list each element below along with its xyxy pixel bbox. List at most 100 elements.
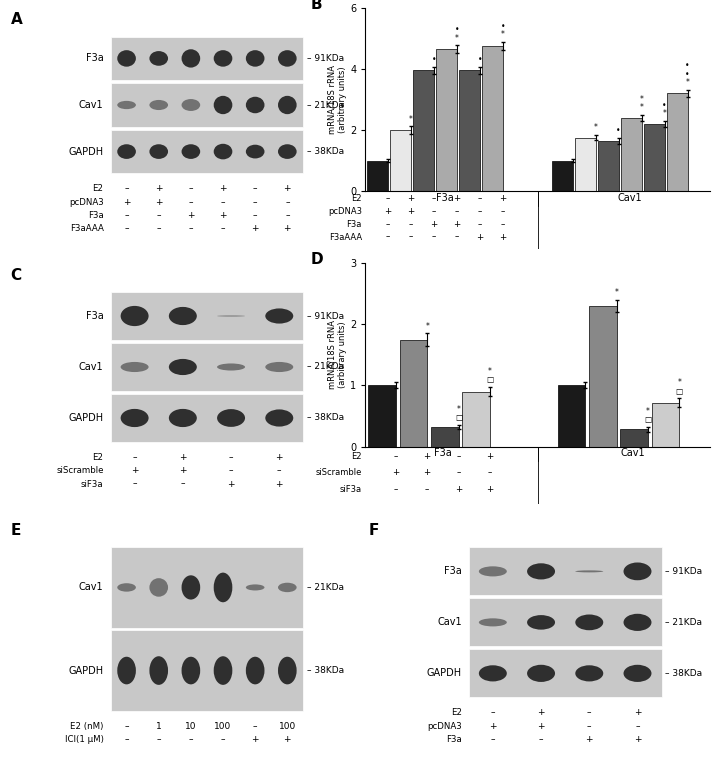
Bar xyxy=(460,71,480,191)
Bar xyxy=(110,630,303,711)
Ellipse shape xyxy=(246,657,265,684)
Text: •: • xyxy=(478,55,482,64)
Text: A: A xyxy=(11,12,22,28)
Text: +: + xyxy=(537,709,545,717)
Text: – 38KDa: – 38KDa xyxy=(307,413,344,423)
Ellipse shape xyxy=(214,96,232,114)
Text: –: – xyxy=(432,194,436,203)
Text: +: + xyxy=(219,184,227,193)
Text: +: + xyxy=(499,194,506,203)
Text: F3a: F3a xyxy=(88,211,104,220)
Text: +: + xyxy=(453,194,460,203)
Text: – 21KDa: – 21KDa xyxy=(307,363,344,371)
Text: +: + xyxy=(586,735,593,744)
Text: F3aAAA: F3aAAA xyxy=(70,224,104,233)
Text: –: – xyxy=(455,232,459,242)
Text: –: – xyxy=(156,211,161,220)
Text: Cav1: Cav1 xyxy=(79,100,104,110)
Text: – 91KDa: – 91KDa xyxy=(665,567,702,576)
Text: *
*: * * xyxy=(640,94,643,112)
Ellipse shape xyxy=(118,657,136,684)
Y-axis label: mRNA/18S rRNA
(arbitrary units): mRNA/18S rRNA (arbitrary units) xyxy=(328,65,347,134)
Text: – 91KDa: – 91KDa xyxy=(307,311,344,321)
Ellipse shape xyxy=(149,657,168,685)
Ellipse shape xyxy=(118,144,136,159)
Bar xyxy=(414,71,434,191)
Ellipse shape xyxy=(118,50,136,67)
Text: GAPDH: GAPDH xyxy=(69,413,104,423)
Ellipse shape xyxy=(168,409,197,427)
Text: siF3a: siF3a xyxy=(81,479,104,489)
Bar xyxy=(552,160,573,191)
Ellipse shape xyxy=(149,144,168,159)
Ellipse shape xyxy=(527,615,555,630)
Text: +: + xyxy=(252,224,259,233)
Bar xyxy=(483,46,503,191)
Text: +: + xyxy=(424,452,431,461)
Ellipse shape xyxy=(265,410,293,426)
Text: –: – xyxy=(124,735,129,744)
Text: E2 (nM): E2 (nM) xyxy=(70,722,104,731)
Ellipse shape xyxy=(217,364,245,370)
Text: •: • xyxy=(617,126,621,135)
Text: pcDNA3: pcDNA3 xyxy=(328,207,362,216)
Text: – 21KDa: – 21KDa xyxy=(665,618,702,627)
Text: 10: 10 xyxy=(185,722,196,731)
Ellipse shape xyxy=(149,578,168,597)
Text: –: – xyxy=(124,224,129,233)
Bar xyxy=(110,130,303,173)
Text: – 38KDa: – 38KDa xyxy=(307,666,344,675)
Bar xyxy=(437,49,457,191)
Text: –: – xyxy=(500,207,505,216)
Text: +: + xyxy=(384,207,391,216)
Ellipse shape xyxy=(527,563,555,579)
Text: Cav1: Cav1 xyxy=(79,582,104,592)
Text: +: + xyxy=(407,207,414,216)
Text: F3a: F3a xyxy=(346,220,362,229)
Text: –: – xyxy=(409,232,413,242)
Text: E: E xyxy=(11,523,21,538)
Text: E2: E2 xyxy=(92,453,104,462)
Text: –: – xyxy=(189,735,193,744)
Ellipse shape xyxy=(246,97,265,114)
Text: –: – xyxy=(221,224,225,233)
Text: – 21KDa: – 21KDa xyxy=(307,583,344,592)
Text: +: + xyxy=(131,466,138,476)
Ellipse shape xyxy=(246,50,265,67)
Text: –: – xyxy=(500,220,505,229)
Text: E2: E2 xyxy=(451,709,462,717)
Ellipse shape xyxy=(527,665,555,682)
Text: *: * xyxy=(614,288,619,297)
Text: GAPDH: GAPDH xyxy=(69,666,104,676)
Text: +: + xyxy=(407,194,414,203)
Text: –: – xyxy=(124,211,129,220)
Text: E2: E2 xyxy=(92,184,104,193)
Bar xyxy=(110,548,303,627)
Bar xyxy=(110,37,303,81)
Bar xyxy=(469,598,662,647)
Text: +: + xyxy=(455,485,462,494)
Text: *: * xyxy=(594,123,597,132)
Bar xyxy=(110,83,303,127)
Bar xyxy=(575,138,596,191)
Bar xyxy=(462,391,490,446)
Text: +: + xyxy=(179,453,186,462)
Ellipse shape xyxy=(278,50,297,67)
Y-axis label: mRNA/18S rRNA
(arbitrary units): mRNA/18S rRNA (arbitrary units) xyxy=(328,321,347,390)
Text: –: – xyxy=(478,207,482,216)
Text: –: – xyxy=(432,232,436,242)
Text: +: + xyxy=(499,232,506,242)
Text: –: – xyxy=(635,722,640,731)
Ellipse shape xyxy=(278,144,297,159)
Bar xyxy=(110,394,303,442)
Text: –: – xyxy=(253,198,257,207)
Text: +: + xyxy=(123,198,130,207)
Text: +: + xyxy=(227,479,234,489)
Text: –: – xyxy=(277,466,282,476)
Bar xyxy=(620,430,648,446)
Text: *
□: * □ xyxy=(645,407,652,424)
Text: –: – xyxy=(189,184,193,193)
Text: F3a: F3a xyxy=(86,311,104,321)
Text: *
□: * □ xyxy=(455,404,462,422)
Ellipse shape xyxy=(181,144,200,159)
